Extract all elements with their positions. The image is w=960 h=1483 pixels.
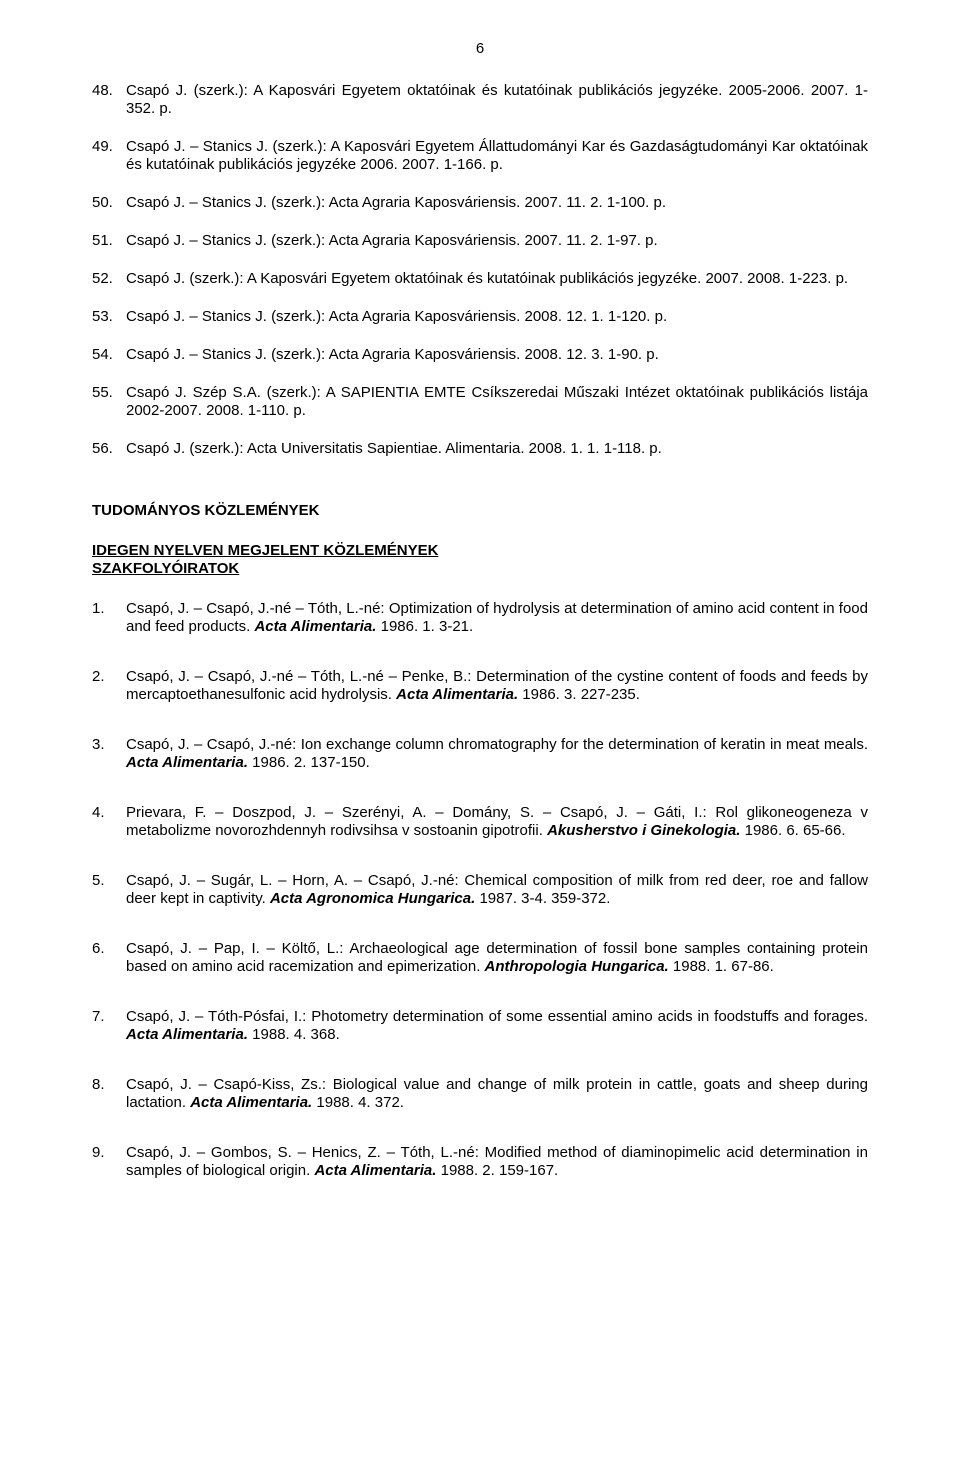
reference-entry: 7.Csapó, J. – Tóth-Pósfai, I.: Photometr… <box>92 1008 868 1044</box>
reference-entry: 52.Csapó J. (szerk.): A Kaposvári Egyete… <box>92 270 868 288</box>
entry-number: 53. <box>92 308 126 326</box>
entry-number: 3. <box>92 736 126 772</box>
entry-text: Csapó, J. – Tóth-Pósfai, I.: Photometry … <box>126 1008 868 1044</box>
entry-number: 52. <box>92 270 126 288</box>
entry-number: 8. <box>92 1076 126 1112</box>
entry-number: 4. <box>92 804 126 840</box>
entry-number: 2. <box>92 668 126 704</box>
entry-text: Csapó J. (szerk.): Acta Universitatis Sa… <box>126 440 868 458</box>
entry-number: 9. <box>92 1144 126 1180</box>
entry-text: Csapó, J. – Pap, I. – Költő, L.: Archaeo… <box>126 940 868 976</box>
entry-number: 54. <box>92 346 126 364</box>
reference-entry: 4.Prievara, F. – Doszpod, J. – Szerényi,… <box>92 804 868 840</box>
entry-text: Csapó J. – Stanics J. (szerk.): Acta Agr… <box>126 194 868 212</box>
entry-text: Csapó, J. – Gombos, S. – Henics, Z. – Tó… <box>126 1144 868 1180</box>
reference-entry: 56.Csapó J. (szerk.): Acta Universitatis… <box>92 440 868 458</box>
entry-text: Csapó, J. – Csapó, J.-né: Ion exchange c… <box>126 736 868 772</box>
reference-entry: 3.Csapó, J. – Csapó, J.-né: Ion exchange… <box>92 736 868 772</box>
reference-entry: 48.Csapó J. (szerk.): A Kaposvári Egyete… <box>92 82 868 118</box>
reference-entry: 50.Csapó J. – Stanics J. (szerk.): Acta … <box>92 194 868 212</box>
entry-number: 49. <box>92 138 126 174</box>
reference-entry: 1.Csapó, J. – Csapó, J.-né – Tóth, L.-né… <box>92 600 868 636</box>
entry-text: Csapó J. Szép S.A. (szerk.): A SAPIENTIA… <box>126 384 868 420</box>
entry-number: 48. <box>92 82 126 118</box>
entry-number: 56. <box>92 440 126 458</box>
section-subheading-2: SZAKFOLYÓIRATOK <box>92 560 868 578</box>
entry-text: Csapó J. – Stanics J. (szerk.): Acta Agr… <box>126 232 868 250</box>
reference-entry: 8.Csapó, J. – Csapó-Kiss, Zs.: Biologica… <box>92 1076 868 1112</box>
entry-number: 6. <box>92 940 126 976</box>
reference-entry: 54.Csapó J. – Stanics J. (szerk.): Acta … <box>92 346 868 364</box>
entry-text: Csapó, J. – Csapó, J.-né – Tóth, L.-né: … <box>126 600 868 636</box>
reference-list-2: 1.Csapó, J. – Csapó, J.-né – Tóth, L.-né… <box>92 600 868 1180</box>
entry-text: Csapó J. (szerk.): A Kaposvári Egyetem o… <box>126 82 868 118</box>
reference-entry: 9.Csapó, J. – Gombos, S. – Henics, Z. – … <box>92 1144 868 1180</box>
entry-number: 55. <box>92 384 126 420</box>
entry-text: Csapó J. – Stanics J. (szerk.): Acta Agr… <box>126 308 868 326</box>
entry-number: 1. <box>92 600 126 636</box>
section-subheading-1: IDEGEN NYELVEN MEGJELENT KÖZLEMÉNYEK <box>92 542 868 560</box>
entry-text: Prievara, F. – Doszpod, J. – Szerényi, A… <box>126 804 868 840</box>
reference-entry: 5.Csapó, J. – Sugár, L. – Horn, A. – Csa… <box>92 872 868 908</box>
reference-entry: 55.Csapó J. Szép S.A. (szerk.): A SAPIEN… <box>92 384 868 420</box>
entry-number: 7. <box>92 1008 126 1044</box>
page-number: 6 <box>92 40 868 58</box>
entry-text: Csapó, J. – Csapó-Kiss, Zs.: Biological … <box>126 1076 868 1112</box>
entry-text: Csapó J. (szerk.): A Kaposvári Egyetem o… <box>126 270 868 288</box>
reference-entry: 49.Csapó J. – Stanics J. (szerk.): A Kap… <box>92 138 868 174</box>
entry-number: 50. <box>92 194 126 212</box>
entry-text: Csapó, J. – Csapó, J.-né – Tóth, L.-né –… <box>126 668 868 704</box>
reference-entry: 6.Csapó, J. – Pap, I. – Költő, L.: Archa… <box>92 940 868 976</box>
reference-list-1: 48.Csapó J. (szerk.): A Kaposvári Egyete… <box>92 82 868 458</box>
reference-entry: 53.Csapó J. – Stanics J. (szerk.): Acta … <box>92 308 868 326</box>
entry-text: Csapó J. – Stanics J. (szerk.): Acta Agr… <box>126 346 868 364</box>
entry-text: Csapó J. – Stanics J. (szerk.): A Kaposv… <box>126 138 868 174</box>
reference-entry: 2.Csapó, J. – Csapó, J.-né – Tóth, L.-né… <box>92 668 868 704</box>
section-heading: TUDOMÁNYOS KÖZLEMÉNYEK <box>92 502 868 520</box>
entry-number: 51. <box>92 232 126 250</box>
entry-number: 5. <box>92 872 126 908</box>
reference-entry: 51.Csapó J. – Stanics J. (szerk.): Acta … <box>92 232 868 250</box>
entry-text: Csapó, J. – Sugár, L. – Horn, A. – Csapó… <box>126 872 868 908</box>
